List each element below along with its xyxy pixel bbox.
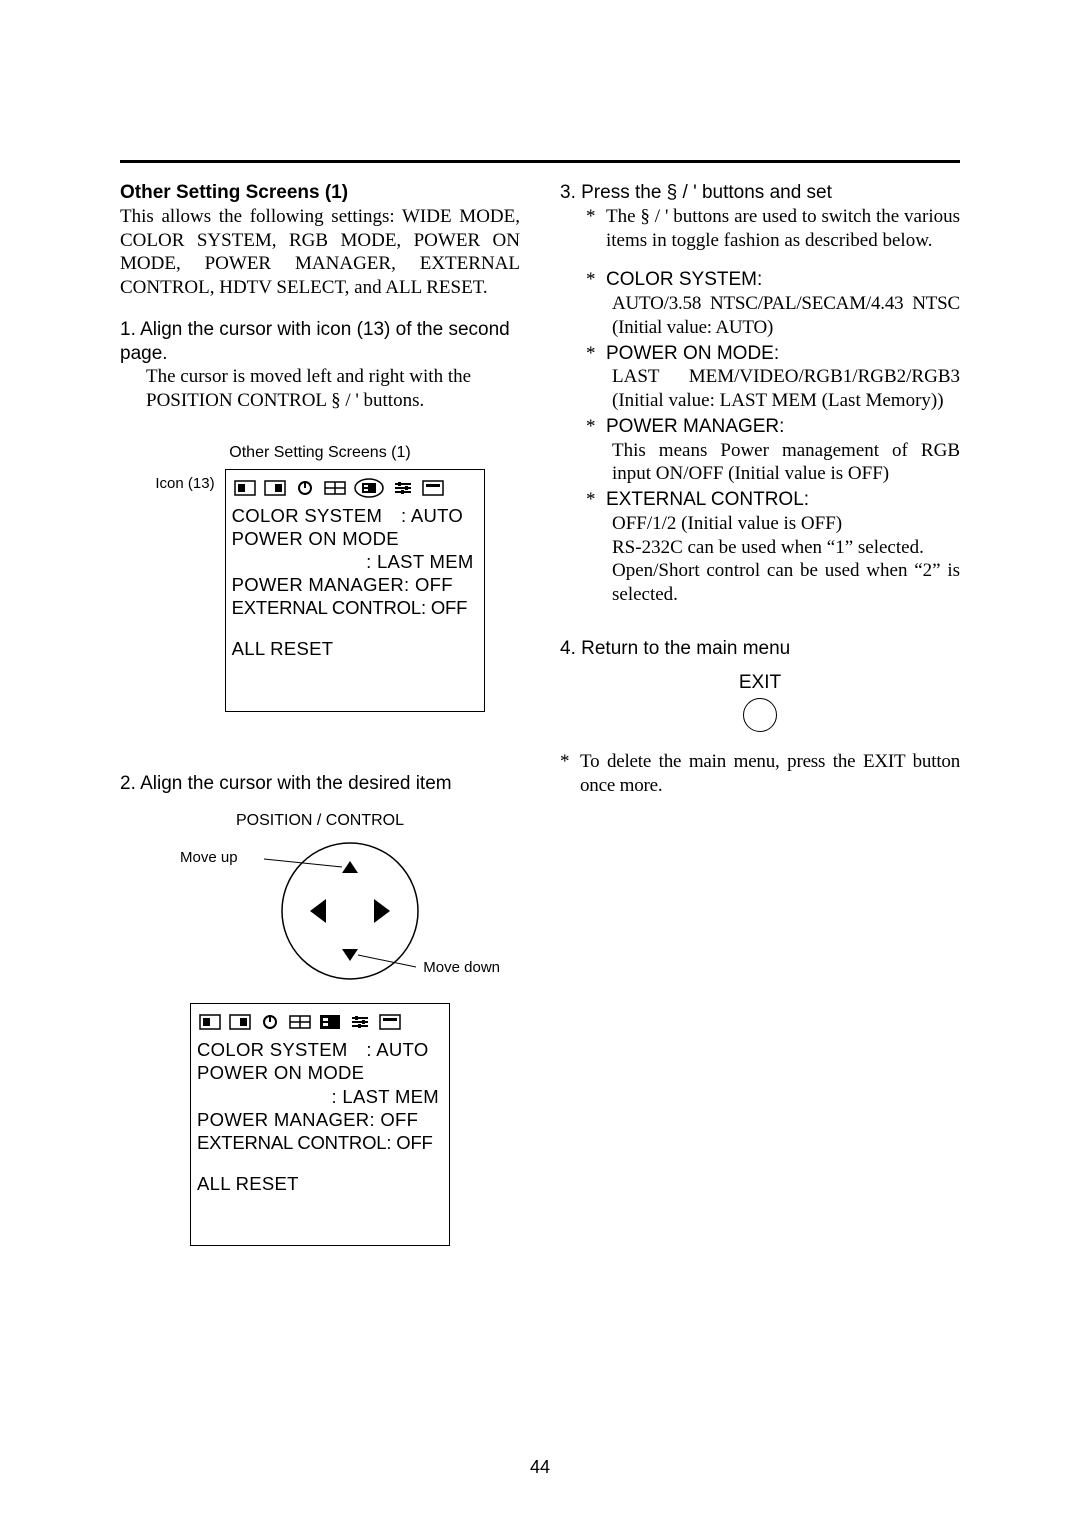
osd-line: POWER MANAGER: OFF [232,573,478,596]
step-1-note: The cursor is moved left and right with … [120,365,520,413]
intro-text: This allows the following settings: WIDE… [120,205,520,300]
item-head: POWER MANAGER: [606,415,784,439]
right-column: 3. Press the § / ' buttons and set * The… [560,181,960,1246]
step-3-note: The § / ' buttons are used to switch the… [606,205,960,253]
item-body: This means Power management of RGB input… [586,439,960,487]
figure1-sidelabel: Icon (13) [155,475,214,494]
osd-icon-row [232,478,478,494]
dpad-dial: Move up Move down [170,831,470,991]
osd-line: ALL RESET [232,637,478,660]
item-body: OFF/1/2 (Initial value is OFF) [586,512,960,536]
osd-line: COLOR SYSTEM : AUTO [197,1038,443,1061]
page-number: 44 [0,1457,1080,1478]
osd-icon [422,478,444,494]
item-head: POWER ON MODE: [606,342,779,366]
osd-line: POWER ON MODE [232,527,478,550]
osd-icon [379,1012,401,1028]
grid-icon [289,1012,311,1028]
bullet-star: * [586,342,600,366]
exit-button[interactable] [743,698,777,732]
footnote: To delete the main menu, press the EXIT … [580,750,960,798]
move-down-label: Move down [423,959,500,978]
osd-line: EXTERNAL CONTROL: OFF [232,596,478,619]
selected-icon [319,1012,341,1028]
figure1-caption: Other Setting Screens (1) [120,443,520,463]
osd-icon-row [197,1012,443,1028]
sliders-icon [349,1012,371,1028]
item-head: EXTERNAL CONTROL: [606,488,809,512]
osd-line: : LAST MEM [232,550,478,573]
osd-screen-1: COLOR SYSTEM : AUTO POWER ON MODE : LAST… [225,469,485,712]
osd-screen-2: COLOR SYSTEM : AUTO POWER ON MODE : LAST… [190,1003,450,1246]
osd-icon [234,478,256,494]
selected-icon [354,478,384,494]
osd-line: EXTERNAL CONTROL: OFF [197,1131,443,1154]
step-4: 4. Return to the main menu [560,637,960,661]
step-1: 1. Align the cursor with icon (13) of th… [120,318,520,366]
bullet-star: * [586,268,600,292]
osd-line: POWER ON MODE [197,1061,443,1084]
bullet-star: * [586,415,600,439]
bullet-star: * [560,750,574,798]
figure1: Icon (13) COLOR SYSTEM : AUTO POWER ON M… [120,469,520,712]
sliders-icon [392,478,414,494]
position-control-figure: POSITION / CONTROL [170,811,470,991]
osd-icon [199,1012,221,1028]
osd-line: : LAST MEM [197,1085,443,1108]
power-icon [294,478,316,494]
power-icon [259,1012,281,1028]
bullet-star: * [586,205,600,253]
step-2: 2. Align the cursor with the desired ite… [120,772,520,796]
grid-icon [324,478,346,494]
position-control-title: POSITION / CONTROL [170,811,470,831]
item-head: COLOR SYSTEM: [606,268,762,292]
item-body: Open/Short control can be used when “2” … [586,559,960,607]
bullet-star: * [586,488,600,512]
item-body: AUTO/3.58 NTSC/PAL/SECAM/4.43 NTSC (Init… [586,292,960,340]
osd-icon [229,1012,251,1028]
osd-line: POWER MANAGER: OFF [197,1108,443,1131]
osd-line: COLOR SYSTEM : AUTO [232,504,478,527]
item-body: RS-232C can be used when “1” selected. [586,536,960,560]
item-body: LAST MEM/VIDEO/RGB1/RGB2/RGB3 (Initial v… [586,365,960,413]
osd-line: ALL RESET [197,1172,443,1195]
osd-icon [264,478,286,494]
left-column: Other Setting Screens (1) This allows th… [120,181,520,1246]
step-3: 3. Press the § / ' buttons and set [560,181,960,205]
move-up-label: Move up [180,849,238,868]
exit-label: EXIT [560,671,960,695]
top-rule [120,160,960,163]
section-title: Other Setting Screens (1) [120,181,520,205]
